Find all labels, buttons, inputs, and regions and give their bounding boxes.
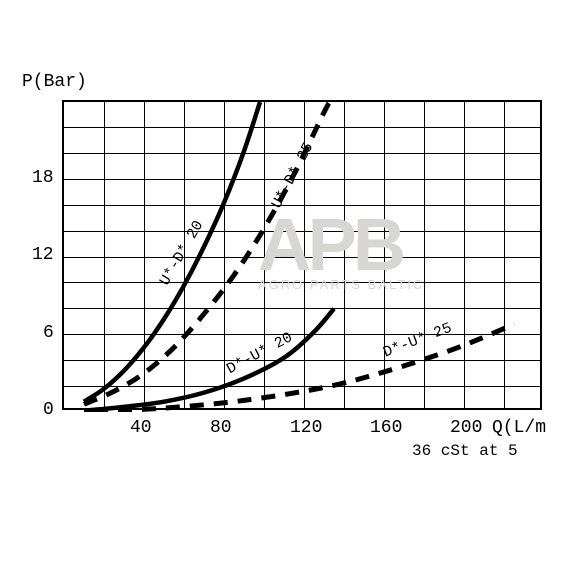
curve-u-d-25: [84, 102, 330, 404]
curve-d-u-25: [94, 324, 514, 411]
curve-u-d-20: [84, 102, 260, 402]
y-tick-label: 12: [32, 245, 54, 265]
x-tick-label: 200: [450, 418, 482, 438]
x-tick-label: 40: [130, 418, 152, 438]
chart-footnote: 36 cSt at 5: [412, 442, 518, 460]
x-tick-label: 160: [370, 418, 402, 438]
y-axis-title: P(Bar): [22, 72, 87, 92]
y-tick-label: 6: [43, 323, 54, 343]
plot-area: U*-D* 20U*-D* 25D*-U* 20D*-U* 25: [62, 100, 542, 410]
curves-svg: [64, 102, 544, 412]
chart-canvas: U*-D* 20U*-D* 25D*-U* 20D*-U* 25 P(Bar) …: [0, 0, 588, 588]
y-tick-label: 0: [43, 400, 54, 420]
x-tick-label: 120: [290, 418, 322, 438]
y-tick-label: 18: [32, 168, 54, 188]
curve-d-u-20: [84, 309, 334, 411]
x-axis-title: Q(L/m: [492, 418, 546, 438]
x-tick-label: 80: [210, 418, 232, 438]
